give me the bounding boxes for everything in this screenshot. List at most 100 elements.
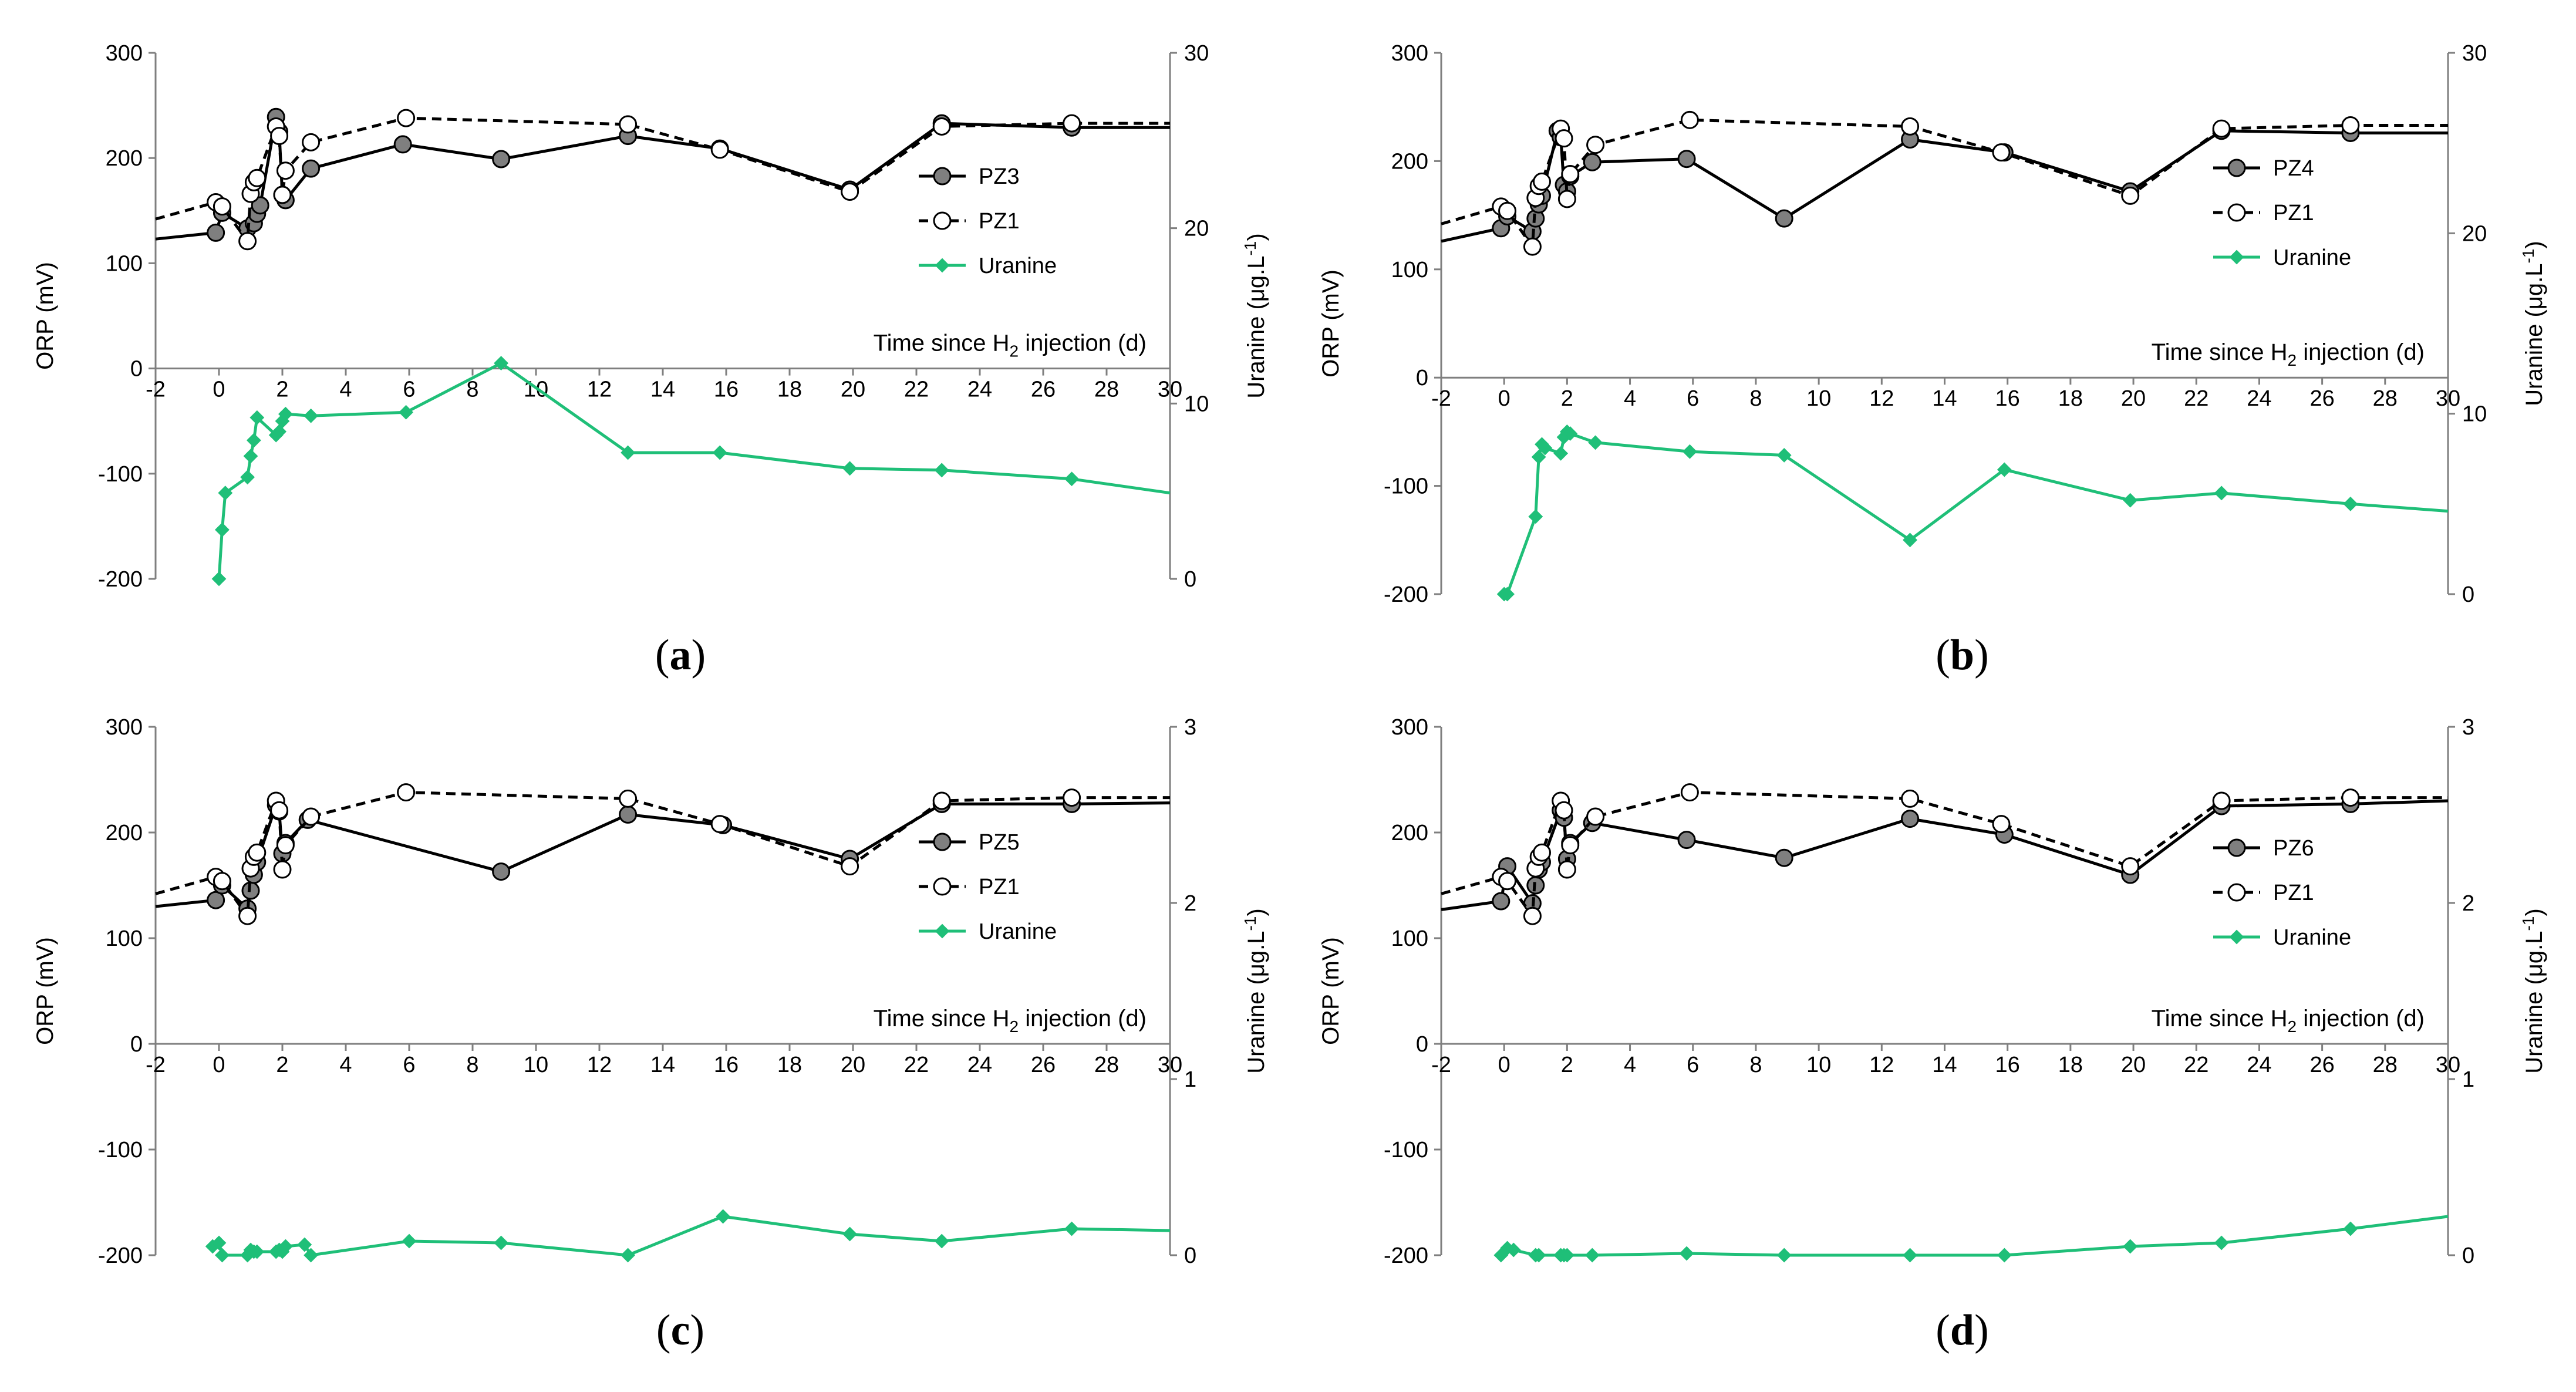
- y-tick-label: 0: [130, 1032, 143, 1057]
- data-point-uranine: [1064, 1221, 1080, 1236]
- data-point-pz4: [1677, 150, 1696, 168]
- x-tick-label: 0: [1498, 1053, 1510, 1077]
- data-point-uranine: [211, 571, 227, 587]
- data-point-pz4: [1775, 209, 1793, 228]
- x-tick-label: 30: [1158, 378, 1182, 402]
- x-tick-label: 30: [2436, 1053, 2460, 1077]
- data-point-pz6: [1901, 810, 1920, 828]
- data-point-uranine: [272, 424, 287, 439]
- x-tick-label: 0: [213, 1053, 225, 1077]
- data-point-pz1: [1992, 143, 2011, 162]
- data-point-uranine: [399, 405, 414, 420]
- x-tick-label: -2: [146, 1053, 166, 1077]
- x-tick-label: 24: [2247, 1053, 2271, 1077]
- x-tick-label: 14: [1932, 1053, 1957, 1077]
- y-tick-label: 0: [1416, 366, 1428, 390]
- x-axis-title-tail: injection (d): [1019, 1006, 1147, 1032]
- data-point-uranine: [1903, 1248, 1917, 1263]
- data-point-pz1: [2341, 116, 2360, 135]
- x-tick-label: 30: [2436, 386, 2460, 411]
- x-tick-label: 14: [650, 1053, 675, 1077]
- data-point-pz1: [1586, 807, 1605, 826]
- data-point-pz1: [932, 117, 951, 136]
- caption-letter: c: [671, 1306, 690, 1354]
- data-point-uranine: [842, 1226, 858, 1242]
- data-point-pz6: [1492, 892, 1510, 911]
- y-axis-title: ORP (mV): [32, 937, 58, 1045]
- x-tick-label: 20: [841, 378, 865, 402]
- legend-label: PZ4: [2273, 156, 2314, 181]
- y-tick-label: 100: [106, 251, 143, 276]
- data-point-uranine: [1064, 471, 1080, 487]
- x-tick-label: 0: [1498, 386, 1510, 411]
- x-tick-label: 10: [1806, 1053, 1831, 1077]
- x-tick-label: 4: [1624, 386, 1636, 411]
- y2-tick-label: 1: [1184, 1067, 1196, 1092]
- y-tick-label: 300: [1391, 715, 1428, 740]
- y-tick-label: 300: [106, 41, 143, 66]
- data-point-uranine: [1531, 1248, 1546, 1263]
- data-point-uranine: [712, 445, 727, 460]
- x-tick-label: 16: [714, 378, 739, 402]
- legend: PZ3 PZ1 Uranine: [919, 164, 1057, 278]
- data-point-pz1: [1063, 114, 1081, 133]
- y2-axis-title-main: Uranine (μg.L: [2521, 931, 2547, 1074]
- series-pz1: [1441, 110, 2448, 256]
- x-tick-label: 20: [841, 1053, 865, 1077]
- data-point-pz1: [1533, 172, 1551, 191]
- data-point-pz1: [276, 836, 295, 855]
- y-tick-label: 0: [1416, 1032, 1428, 1057]
- y-axis-title: ORP (mV): [1318, 269, 1344, 378]
- data-point-pz1: [276, 161, 295, 180]
- x-axis-title-sub: 2: [1010, 342, 1019, 360]
- data-point-pz1: [1992, 815, 2011, 834]
- data-point-uranine: [1563, 426, 1578, 441]
- y2-tick-label: 10: [2462, 402, 2487, 427]
- data-point-uranine: [278, 1239, 293, 1254]
- data-point-uranine: [1588, 435, 1603, 450]
- x-tick-label: 4: [1624, 1053, 1636, 1077]
- data-point-pz1: [238, 232, 257, 251]
- caption-letter: b: [1950, 631, 1974, 679]
- caption-letter: a: [670, 631, 692, 679]
- legend-marker: [935, 258, 950, 273]
- data-point-pz1: [1498, 201, 1517, 220]
- x-tick-label: 6: [403, 378, 415, 402]
- data-point-uranine: [2214, 486, 2229, 501]
- data-point-pz6: [1775, 848, 1793, 867]
- data-point-pz1: [302, 807, 321, 826]
- x-tick-label: -2: [1431, 386, 1451, 411]
- x-axis-title-sub: 2: [1010, 1017, 1019, 1036]
- x-tick-label: 8: [1749, 1053, 1762, 1077]
- data-point-pz1: [710, 140, 729, 159]
- data-point-uranine: [1500, 587, 1515, 602]
- legend: PZ4 PZ1 Uranine: [2213, 156, 2351, 270]
- y2-tick-label: 3: [1184, 715, 1196, 740]
- data-point-pz1: [213, 197, 231, 216]
- legend-marker: [935, 923, 950, 939]
- data-point-pz1: [213, 872, 231, 891]
- data-point-pz1: [270, 127, 289, 146]
- data-point-uranine: [716, 1209, 731, 1224]
- data-point-pz1: [2341, 788, 2360, 807]
- legend-marker: [933, 167, 952, 186]
- y2-tick-label: 30: [1184, 41, 1209, 66]
- data-point-pz3: [492, 150, 511, 168]
- x-tick-label: 2: [276, 1053, 288, 1077]
- x-tick-label: -2: [1431, 1053, 1451, 1077]
- x-tick-label: 10: [524, 1053, 548, 1077]
- data-point-pz1: [248, 168, 267, 187]
- legend-marker: [933, 832, 952, 851]
- data-point-pz1: [248, 843, 267, 862]
- y2-axis-title: Uranine (μg.L-1): [1241, 908, 1269, 1073]
- x-axis-title-main: Time since H: [874, 1006, 1010, 1032]
- data-point-pz1: [1680, 110, 1699, 129]
- x-tick-label: 24: [967, 378, 992, 402]
- caption-close: ): [1974, 1306, 1989, 1354]
- data-point-uranine: [214, 522, 230, 537]
- x-tick-label: 16: [714, 1053, 739, 1077]
- data-point-pz1: [302, 133, 321, 151]
- legend: PZ6 PZ1 Uranine: [2213, 836, 2351, 950]
